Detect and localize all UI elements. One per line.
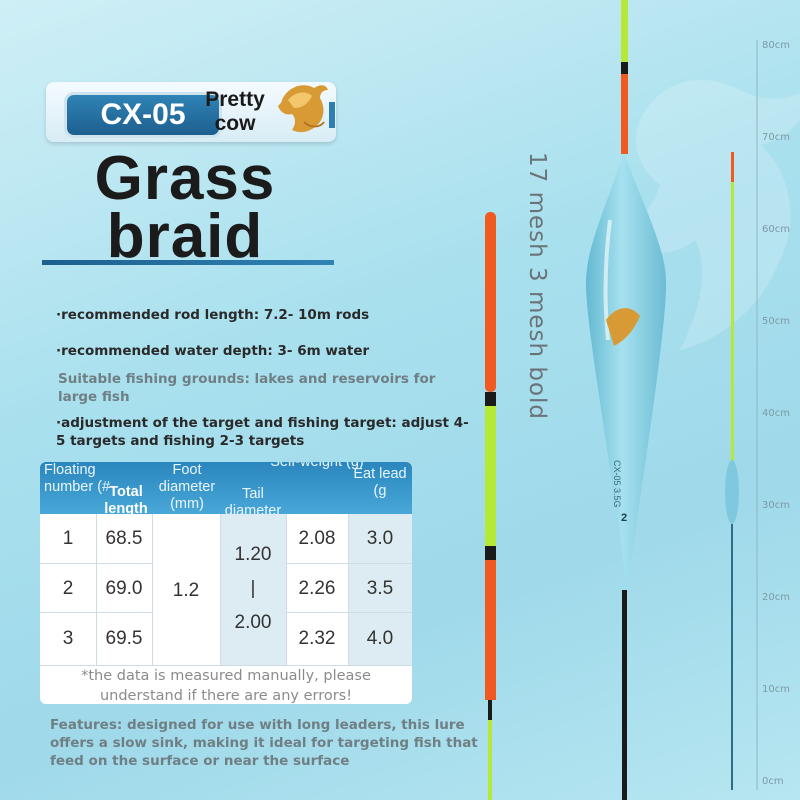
header-foot-diameter: Foot diameter (mm) xyxy=(158,462,216,512)
row1-weight: 2.08 xyxy=(298,528,336,549)
golden-bull-icon xyxy=(278,85,328,133)
ruler-label-60: 60cm xyxy=(762,224,790,235)
row2-number: 2 xyxy=(62,578,74,599)
bullet-fishing-grounds: Suitable fishing grounds: lakes and rese… xyxy=(58,371,436,405)
row1-number: 1 xyxy=(62,528,74,549)
row-divider xyxy=(286,563,412,564)
bullet-water-depth: ·recommended water depth: 3- 6m water xyxy=(56,343,370,359)
header-tail-diameter: Tail diameter (mm) xyxy=(224,486,282,514)
product-name-line1: Pretty xyxy=(205,88,265,111)
ruler-label-0: 0cm xyxy=(762,776,784,787)
tail-diameter-sep: | xyxy=(250,578,256,599)
bullet-rod-length: ·recommended rod length: 7.2- 10m rods xyxy=(56,307,370,323)
header-total-length: Total length xyxy=(104,484,148,514)
ruler-label-20: 20cm xyxy=(762,592,790,603)
col-divider xyxy=(286,514,287,666)
spec-table: Floating number (# Total length Foot dia… xyxy=(40,462,412,704)
tail-diameter-from: 1.20 xyxy=(234,544,272,565)
title-line1: Grass xyxy=(94,144,276,213)
ruler-label-30: 30cm xyxy=(762,500,790,511)
row2-lead: 3.5 xyxy=(366,578,394,599)
mesh-spec-vertical: 17 mesh 3 mesh bold xyxy=(524,152,550,421)
tail-column-shade xyxy=(220,514,286,666)
title-line2: braid xyxy=(106,202,264,271)
measurement-note: *the data is measured manually, please u… xyxy=(81,668,371,704)
row3-number: 3 xyxy=(62,628,74,649)
product-badge: CX-05 Pretty cow xyxy=(46,78,336,146)
float-number: 2 xyxy=(621,512,628,524)
row3-length: 69.5 xyxy=(105,628,143,649)
col-divider xyxy=(348,514,349,666)
row1-lead: 3.0 xyxy=(366,528,394,549)
ruler-label-10: 10cm xyxy=(762,684,790,695)
lead-column-shade xyxy=(348,514,412,666)
ruler-label-70: 70cm xyxy=(762,132,790,143)
col-divider xyxy=(220,514,221,666)
bull-watermark-icon xyxy=(620,80,800,350)
product-name: Pretty cow xyxy=(190,88,280,136)
tail-diameter-to: 2.00 xyxy=(234,612,272,633)
title-underline xyxy=(42,260,334,265)
table-header: Floating number (# Total length Foot dia… xyxy=(40,462,412,514)
col-divider xyxy=(152,514,153,666)
badge-edge xyxy=(329,102,335,128)
row3-lead: 4.0 xyxy=(366,628,394,649)
ruler-label-80: 80cm xyxy=(762,40,790,51)
row-divider xyxy=(286,612,412,613)
bullet-target-adjustment: ·adjustment of the target and fishing ta… xyxy=(56,415,469,449)
float-label: CX-05 3.5G xyxy=(612,460,622,508)
ruler-label-50: 50cm xyxy=(762,316,790,327)
row2-length: 69.0 xyxy=(105,578,143,599)
features-text: Features: designed for use with long lea… xyxy=(50,717,478,769)
table-bottom-line xyxy=(40,665,412,666)
model-code: CX-05 xyxy=(64,92,222,138)
foot-diameter-value: 1.2 xyxy=(172,580,200,601)
ruler-label-40: 40cm xyxy=(762,408,790,419)
col-divider xyxy=(96,514,97,666)
small-float-right xyxy=(725,152,739,790)
header-floating-number: Floating number (# xyxy=(44,462,111,495)
page-title: Grass braid xyxy=(60,144,310,271)
header-self-weight: Self-weight (g) xyxy=(270,462,364,470)
row1-length: 68.5 xyxy=(105,528,143,549)
small-float-left xyxy=(485,212,496,800)
main-float xyxy=(585,0,667,800)
product-name-line2: cow xyxy=(214,112,256,135)
row2-weight: 2.26 xyxy=(298,578,336,599)
header-eat-lead: Eat lead (g xyxy=(353,466,407,499)
row3-weight: 2.32 xyxy=(298,628,336,649)
